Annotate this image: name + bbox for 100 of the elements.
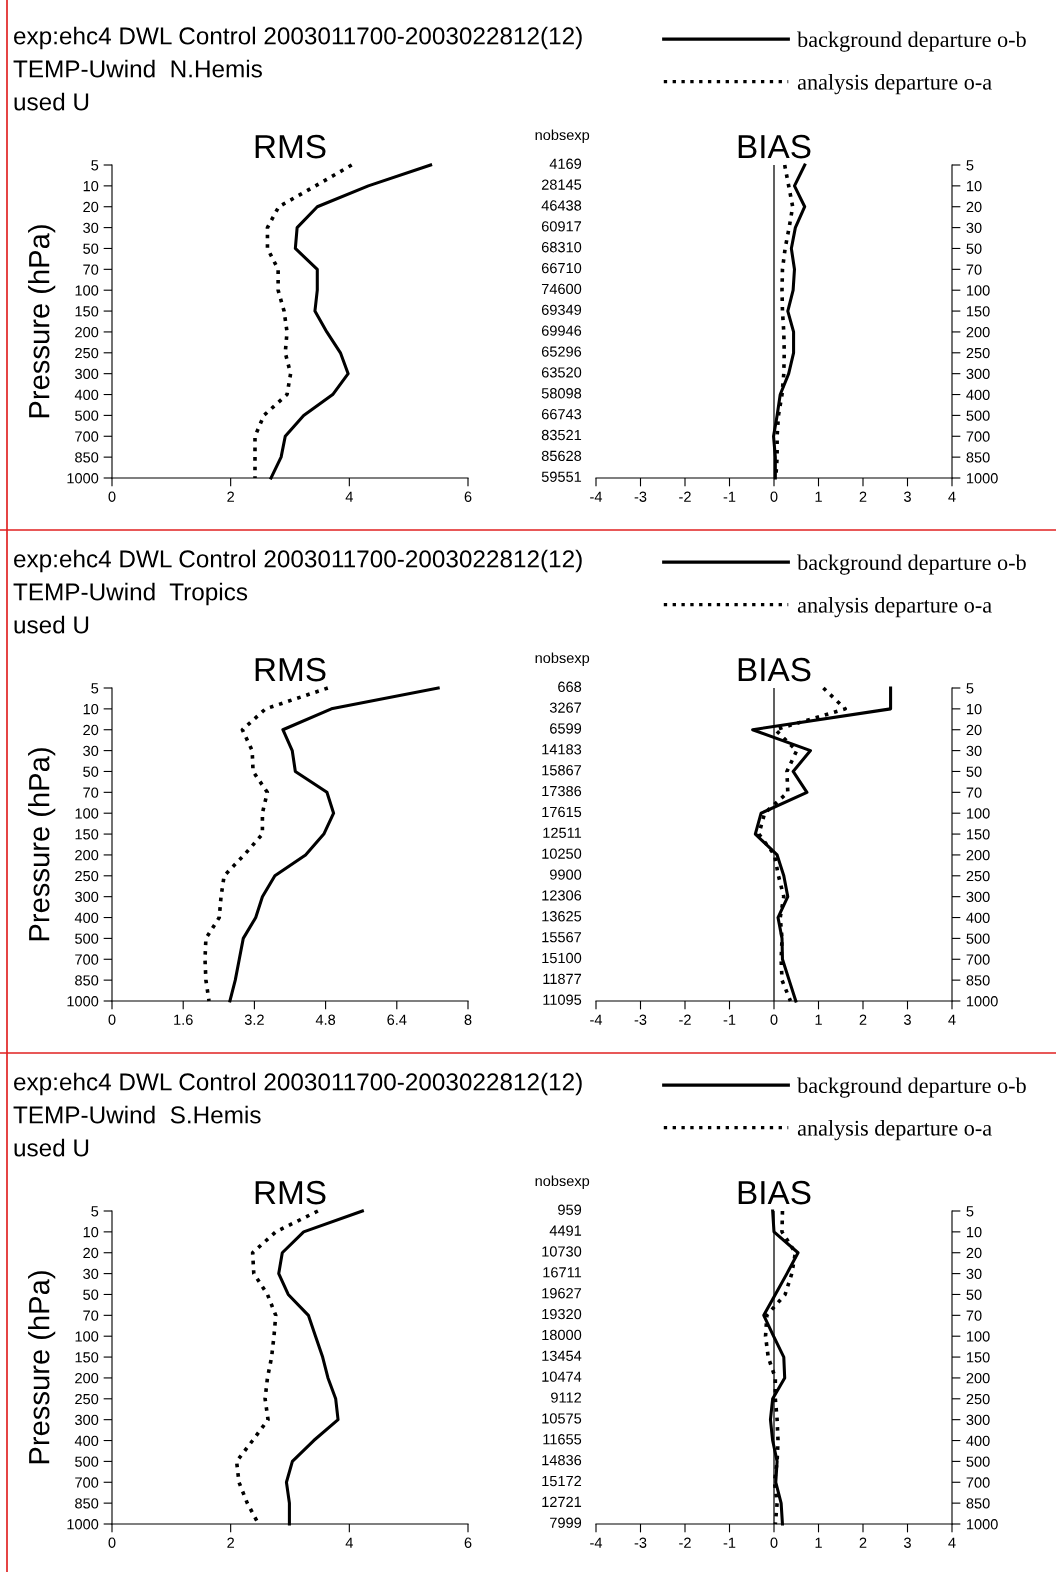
text: 15567 xyxy=(542,931,582,943)
x-tick-label: 0 xyxy=(108,1537,116,1548)
y-tick-label: 150 xyxy=(75,829,99,840)
y-tick-label: 150 xyxy=(75,1352,99,1363)
text: used U xyxy=(14,615,89,634)
text: 4491 xyxy=(549,1225,582,1236)
y-tick-label: 70 xyxy=(966,264,982,275)
text: 15172 xyxy=(542,1475,582,1487)
text: 19320 xyxy=(542,1308,582,1320)
x-tick-label: -1 xyxy=(723,491,736,502)
y-tick-label: 150 xyxy=(967,829,990,840)
y-tick-label: 5 xyxy=(966,160,974,171)
y-tick-label: 50 xyxy=(83,1289,99,1300)
text: 11655 xyxy=(543,1434,582,1445)
y-tick-label: 300 xyxy=(75,1414,99,1426)
x-tick-label: 4 xyxy=(345,1537,353,1548)
x-tick-label: -4 xyxy=(590,491,603,502)
text: nobsexp xyxy=(535,1175,590,1189)
text: 4169 xyxy=(549,158,582,169)
y-tick-label: 850 xyxy=(966,975,990,986)
y-tick-label: 20 xyxy=(966,724,982,736)
y-tick-label: 1000 xyxy=(67,1519,99,1530)
x-tick-label: 4 xyxy=(948,491,956,502)
x-tick-label: 4.8 xyxy=(315,1014,336,1025)
y-tick-label: 50 xyxy=(966,766,982,777)
chart-title: BIAS xyxy=(738,657,811,682)
text: 66710 xyxy=(541,262,582,274)
y-tick-label: 100 xyxy=(967,1331,990,1342)
y-tick-label: 200 xyxy=(75,850,99,861)
x-tick-label: -4 xyxy=(590,1014,603,1025)
text: 46438 xyxy=(541,200,582,211)
y-tick-label: 250 xyxy=(75,1393,99,1405)
text: 3267 xyxy=(549,702,582,713)
x-tick-label: -3 xyxy=(634,1014,647,1025)
text: 12511 xyxy=(543,827,582,838)
y-tick-label: 30 xyxy=(966,222,982,234)
text: 10575 xyxy=(542,1413,582,1424)
x-tick-label: 4 xyxy=(345,491,353,502)
y-tick-label: 50 xyxy=(966,1289,982,1300)
y-tick-label: 400 xyxy=(74,389,99,400)
y-tick-label: 5 xyxy=(91,1206,99,1217)
text: 7999 xyxy=(550,1517,582,1528)
x-tick-label: 0 xyxy=(770,491,778,502)
text: used U xyxy=(14,1138,89,1157)
x-tick-label: 2 xyxy=(859,491,867,502)
x-tick-label: 3 xyxy=(904,1537,911,1548)
y-tick-label: 50 xyxy=(966,243,982,254)
text: 65296 xyxy=(541,346,582,357)
text: exp:ehc4 DWL Control 2003011700-2003022812(12) xyxy=(14,549,582,573)
y-tick-label: 20 xyxy=(83,724,99,736)
x-tick-label: -3 xyxy=(634,1537,647,1548)
y-tick-label: 250 xyxy=(75,870,99,882)
x-tick-label: 3 xyxy=(904,491,911,502)
y-tick-label: 5 xyxy=(966,1206,974,1217)
y-tick-label: 700 xyxy=(966,954,990,965)
x-tick-label: 1 xyxy=(815,1014,822,1025)
y-tick-label: 850 xyxy=(966,1498,990,1509)
chart-title: RMS xyxy=(255,657,326,682)
y-tick-label: 70 xyxy=(83,264,99,275)
text: TEMP-Uwind N.Hemis xyxy=(13,59,262,78)
x-tick-label: 2 xyxy=(859,1014,867,1025)
y-axis-title: Pressure (hPa) xyxy=(28,748,56,941)
y-tick-label: 850 xyxy=(75,452,99,463)
text: 10250 xyxy=(542,848,582,859)
text: analysis departure o-a xyxy=(797,597,992,618)
text: 9900 xyxy=(550,869,582,880)
text: 15867 xyxy=(542,765,582,776)
text: 58098 xyxy=(541,388,582,399)
y-tick-label: 30 xyxy=(83,222,99,234)
text: 63520 xyxy=(541,367,582,378)
text: background departure o-b xyxy=(797,554,1026,575)
y-tick-label: 10 xyxy=(967,703,982,715)
text: exp:ehc4 DWL Control 2003011700-2003022812(12) xyxy=(14,1072,582,1096)
text: analysis departure o-a xyxy=(797,74,992,95)
y-tick-label: 100 xyxy=(75,285,99,296)
y-tick-label: 300 xyxy=(966,368,990,380)
text: 10474 xyxy=(542,1371,582,1382)
text: exp:ehc4 DWL Control 2003011700-2003022812(12) xyxy=(14,26,582,50)
chart-title: BIAS xyxy=(738,134,811,159)
text: 69349 xyxy=(541,304,582,315)
y-tick-label: 200 xyxy=(966,327,990,338)
x-tick-label: 4 xyxy=(948,1014,956,1025)
y-tick-label: 150 xyxy=(967,1352,990,1363)
text: 10730 xyxy=(542,1246,582,1257)
chart-title: BIAS xyxy=(738,1180,811,1205)
x-tick-label: 0 xyxy=(108,1014,116,1025)
text: 60917 xyxy=(541,221,582,232)
x-tick-label: 1 xyxy=(815,491,822,502)
text: analysis departure o-a xyxy=(797,1120,992,1141)
x-tick-label: 1.6 xyxy=(174,1014,193,1025)
text: 74600 xyxy=(541,283,582,295)
x-tick-label: 8 xyxy=(464,1014,472,1025)
y-axis-title: Pressure (hPa) xyxy=(28,225,56,418)
y-tick-label: 500 xyxy=(966,933,990,944)
y-tick-label: 300 xyxy=(966,1414,990,1426)
y-tick-label: 100 xyxy=(75,808,99,819)
y-tick-label: 30 xyxy=(83,1268,99,1280)
y-tick-label: 10 xyxy=(83,180,99,192)
y-tick-label: 10 xyxy=(967,180,982,192)
y-tick-label: 200 xyxy=(75,327,99,338)
